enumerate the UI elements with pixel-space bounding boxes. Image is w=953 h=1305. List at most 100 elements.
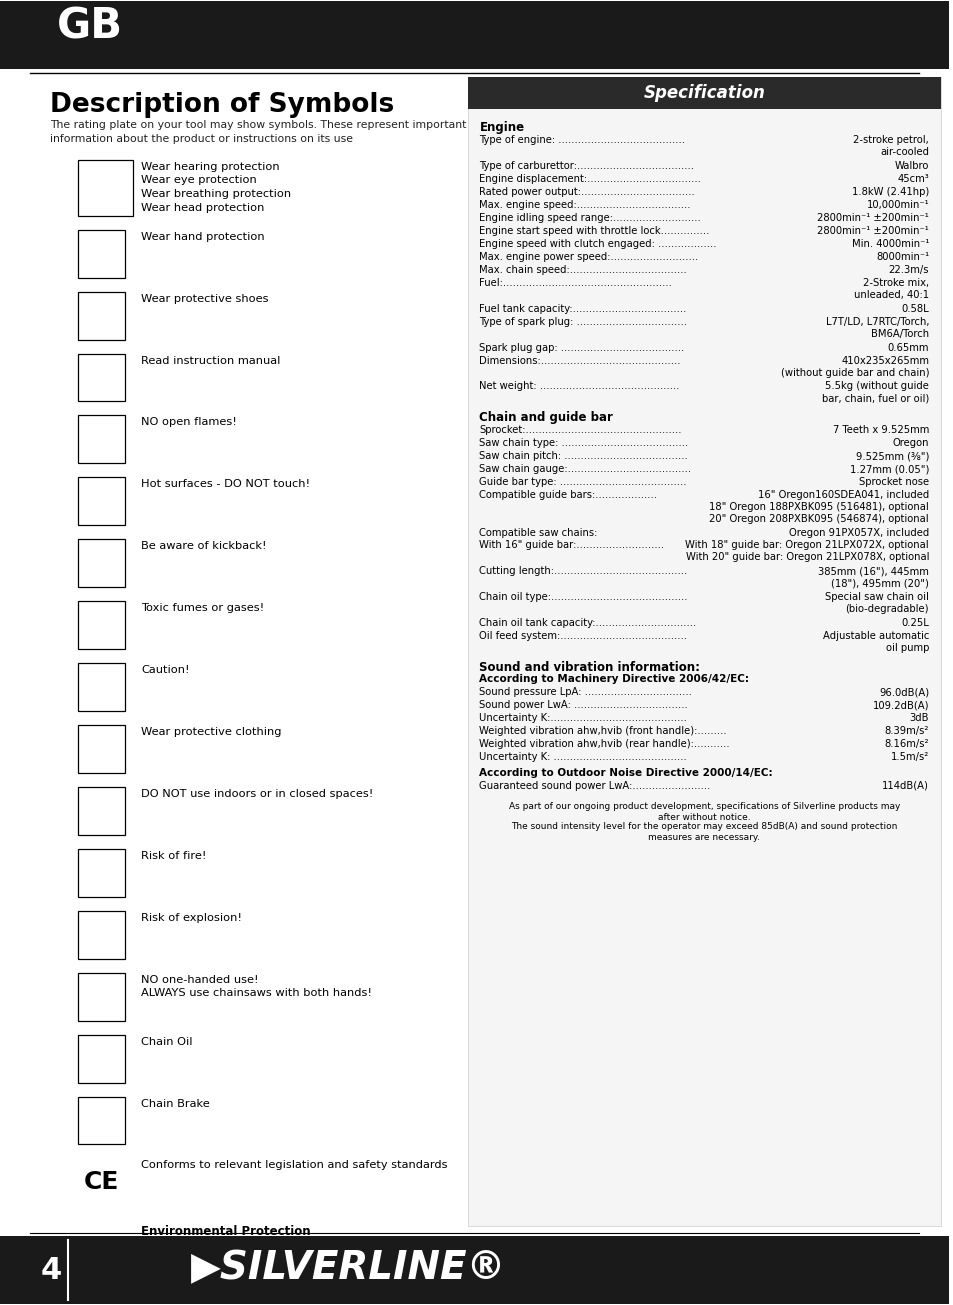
Text: GB: GB: [56, 7, 122, 48]
Bar: [0, 1236, 948, 1304]
Text: 16" Oregon160SDEA041, included
18" Oregon 188PXBK095 (516481), optional
20" Oreg: 16" Oregon160SDEA041, included 18" Orego…: [709, 491, 928, 525]
Text: Weighted vibration ahw,hvib (rear handle):...........: Weighted vibration ahw,hvib (rear handle…: [479, 739, 729, 749]
Text: According to Outdoor Noise Directive 2000/14/EC:: According to Outdoor Noise Directive 200…: [479, 767, 772, 778]
Text: Engine speed with clutch engaged: ..................: Engine speed with clutch engaged: ......…: [479, 239, 717, 249]
Bar: [77, 354, 125, 402]
Text: Saw chain type: .......................................: Saw chain type: ........................…: [479, 438, 688, 449]
Text: NO open flames!: NO open flames!: [141, 418, 237, 428]
Text: Max. engine power speed:...........................: Max. engine power speed:................…: [479, 252, 698, 261]
Text: 2-stroke petrol,
air-cooled: 2-stroke petrol, air-cooled: [852, 134, 928, 157]
Text: Type of engine: .......................................: Type of engine: ........................…: [479, 134, 685, 145]
Text: Uncertainty K: .........................................: Uncertainty K: .........................…: [479, 752, 686, 762]
Text: Rated power output:...................................: Rated power output:.....................…: [479, 187, 695, 197]
Text: 410x235x265mm
(without guide bar and chain): 410x235x265mm (without guide bar and cha…: [780, 355, 928, 377]
Text: Engine displacement:...................................: Engine displacement:....................…: [479, 174, 700, 184]
Bar: [77, 1240, 130, 1292]
Bar: [77, 478, 125, 526]
Text: Cutting length:.........................................: Cutting length:.........................…: [479, 566, 687, 577]
Text: Chain Oil: Chain Oil: [141, 1036, 193, 1047]
Text: Chain Brake: Chain Brake: [141, 1099, 210, 1108]
Bar: [0, 1, 948, 69]
Bar: [77, 1096, 125, 1144]
Bar: [77, 415, 125, 463]
Text: Conforms to relevant legislation and safety standards: Conforms to relevant legislation and saf…: [141, 1160, 447, 1171]
Text: Risk of explosion!: Risk of explosion!: [141, 912, 242, 923]
Text: ▶SILVERLINE®: ▶SILVERLINE®: [191, 1249, 505, 1287]
Text: Saw chain gauge:......................................: Saw chain gauge:........................…: [479, 465, 691, 474]
Text: 385mm (16"), 445mm
(18"), 495mm (20"): 385mm (16"), 445mm (18"), 495mm (20"): [818, 566, 928, 589]
Text: Sprocket nose: Sprocket nose: [858, 478, 928, 487]
Text: Oil feed system:.......................................: Oil feed system:........................…: [479, 632, 687, 641]
Text: 0.25L: 0.25L: [901, 619, 928, 628]
Bar: [77, 230, 125, 278]
Text: Type of spark plug: ..................................: Type of spark plug: ....................…: [479, 317, 687, 326]
Text: 2800min⁻¹ ±200min⁻¹: 2800min⁻¹ ±200min⁻¹: [817, 213, 928, 223]
Text: Specification: Specification: [642, 84, 764, 102]
Bar: [467, 77, 940, 108]
Text: 8000min⁻¹: 8000min⁻¹: [875, 252, 928, 261]
Text: Wear protective clothing: Wear protective clothing: [141, 727, 281, 737]
Text: L7T/LD, L7RTC/Torch,
BM6A/Torch: L7T/LD, L7RTC/Torch, BM6A/Torch: [824, 317, 928, 338]
Text: Special saw chain oil
(bio-degradable): Special saw chain oil (bio-degradable): [824, 592, 928, 615]
Text: Sound pressure LpA: .................................: Sound pressure LpA: ....................…: [479, 686, 692, 697]
Text: Engine: Engine: [479, 121, 524, 134]
Text: As part of our ongoing product development, specifications of Silverline product: As part of our ongoing product developme…: [508, 801, 899, 822]
Text: Fuel:....................................................: Fuel:...................................…: [479, 278, 672, 287]
Text: 1.5m/s²: 1.5m/s²: [890, 752, 928, 762]
Text: Engine start speed with throttle lock...............: Engine start speed with throttle lock...…: [479, 226, 709, 236]
Text: Chain oil tank capacity:...............................: Chain oil tank capacity:................…: [479, 619, 696, 628]
Text: 22.3m/s: 22.3m/s: [887, 265, 928, 274]
Text: 8.39m/s²: 8.39m/s²: [883, 726, 928, 736]
Text: 96.0dB(A): 96.0dB(A): [878, 686, 928, 697]
Text: Type of carburettor:....................................: Type of carburettor:....................…: [479, 161, 694, 171]
Bar: [77, 159, 133, 215]
Bar: [77, 291, 125, 339]
Text: Oregon: Oregon: [892, 438, 928, 449]
Text: Toxic fumes or gases!: Toxic fumes or gases!: [141, 603, 264, 613]
Text: 242927_Z1MANPRO1(New Version).indd   4: 242927_Z1MANPRO1(New Version).indd 4: [34, 1288, 230, 1297]
Bar: [467, 77, 940, 1227]
Bar: [77, 663, 125, 711]
Bar: [77, 726, 125, 773]
Text: Walbro: Walbro: [894, 161, 928, 171]
Text: 0.58L: 0.58L: [901, 304, 928, 313]
Text: 114dB(A): 114dB(A): [882, 780, 928, 791]
Text: 8.16m/s²: 8.16m/s²: [883, 739, 928, 749]
Text: 2-Stroke mix,
unleaded, 40:1: 2-Stroke mix, unleaded, 40:1: [853, 278, 928, 300]
Text: Wear hearing protection
Wear eye protection
Wear breathing protection
Wear head : Wear hearing protection Wear eye protect…: [141, 162, 291, 213]
Text: Compatible saw chains:
With 16" guide bar:...........................: Compatible saw chains: With 16" guide ba…: [479, 529, 664, 551]
Bar: [77, 1035, 125, 1083]
Text: 2800min⁻¹ ±200min⁻¹: 2800min⁻¹ ±200min⁻¹: [817, 226, 928, 236]
Bar: [77, 972, 125, 1021]
Text: Spark plug gap: ......................................: Spark plug gap: ........................…: [479, 342, 684, 352]
Text: Read instruction manual: Read instruction manual: [141, 355, 280, 365]
Text: The sound intensity level for the operator may exceed 85dB(A) and sound protecti: The sound intensity level for the operat…: [511, 822, 897, 842]
Text: CE: CE: [84, 1171, 119, 1194]
Text: DO NOT use indoors or in closed spaces!: DO NOT use indoors or in closed spaces!: [141, 790, 374, 799]
Bar: [77, 911, 125, 959]
Text: 1.27mm (0.05"): 1.27mm (0.05"): [849, 465, 928, 474]
Text: Caution!: Caution!: [141, 666, 190, 675]
Text: 0.65mm: 0.65mm: [886, 342, 928, 352]
Text: Saw chain pitch: ......................................: Saw chain pitch: .......................…: [479, 452, 687, 462]
Text: Risk of fire!: Risk of fire!: [141, 851, 207, 861]
Text: Description of Symbols: Description of Symbols: [50, 91, 394, 117]
Text: Guaranteed sound power LwA:........................: Guaranteed sound power LwA:.............…: [479, 780, 710, 791]
Text: Environmental Protection: Environmental Protection: [141, 1225, 311, 1238]
Text: 5.5kg (without guide
bar, chain, fuel or oil): 5.5kg (without guide bar, chain, fuel or…: [821, 381, 928, 403]
Text: 109.2dB(A): 109.2dB(A): [872, 699, 928, 710]
Text: Adjustable automatic
oil pump: Adjustable automatic oil pump: [821, 632, 928, 652]
Text: According to Machinery Directive 2006/42/EC:: According to Machinery Directive 2006/42…: [479, 675, 749, 684]
Text: Oregon 91PX057X, included
With 18" guide bar: Oregon 21LPX072X, optional
With 20: Oregon 91PX057X, included With 18" guide…: [684, 529, 928, 562]
Text: Sound power LwA: ...................................: Sound power LwA: .......................…: [479, 699, 687, 710]
Text: Chain and guide bar: Chain and guide bar: [479, 411, 613, 424]
Text: Fuel tank capacity:...................................: Fuel tank capacity:.....................…: [479, 304, 686, 313]
Text: Be aware of kickback!: Be aware of kickback!: [141, 542, 267, 551]
Text: 3dB: 3dB: [908, 713, 928, 723]
Text: 4: 4: [41, 1255, 62, 1285]
Text: Uncertainty K:..........................................: Uncertainty K:..........................…: [479, 713, 686, 723]
Text: Sound and vibration information:: Sound and vibration information:: [479, 662, 700, 675]
Text: Guide bar type: .......................................: Guide bar type: ........................…: [479, 478, 686, 487]
Text: 45cm³: 45cm³: [897, 174, 928, 184]
Text: Hot surfaces - DO NOT touch!: Hot surfaces - DO NOT touch!: [141, 479, 310, 489]
